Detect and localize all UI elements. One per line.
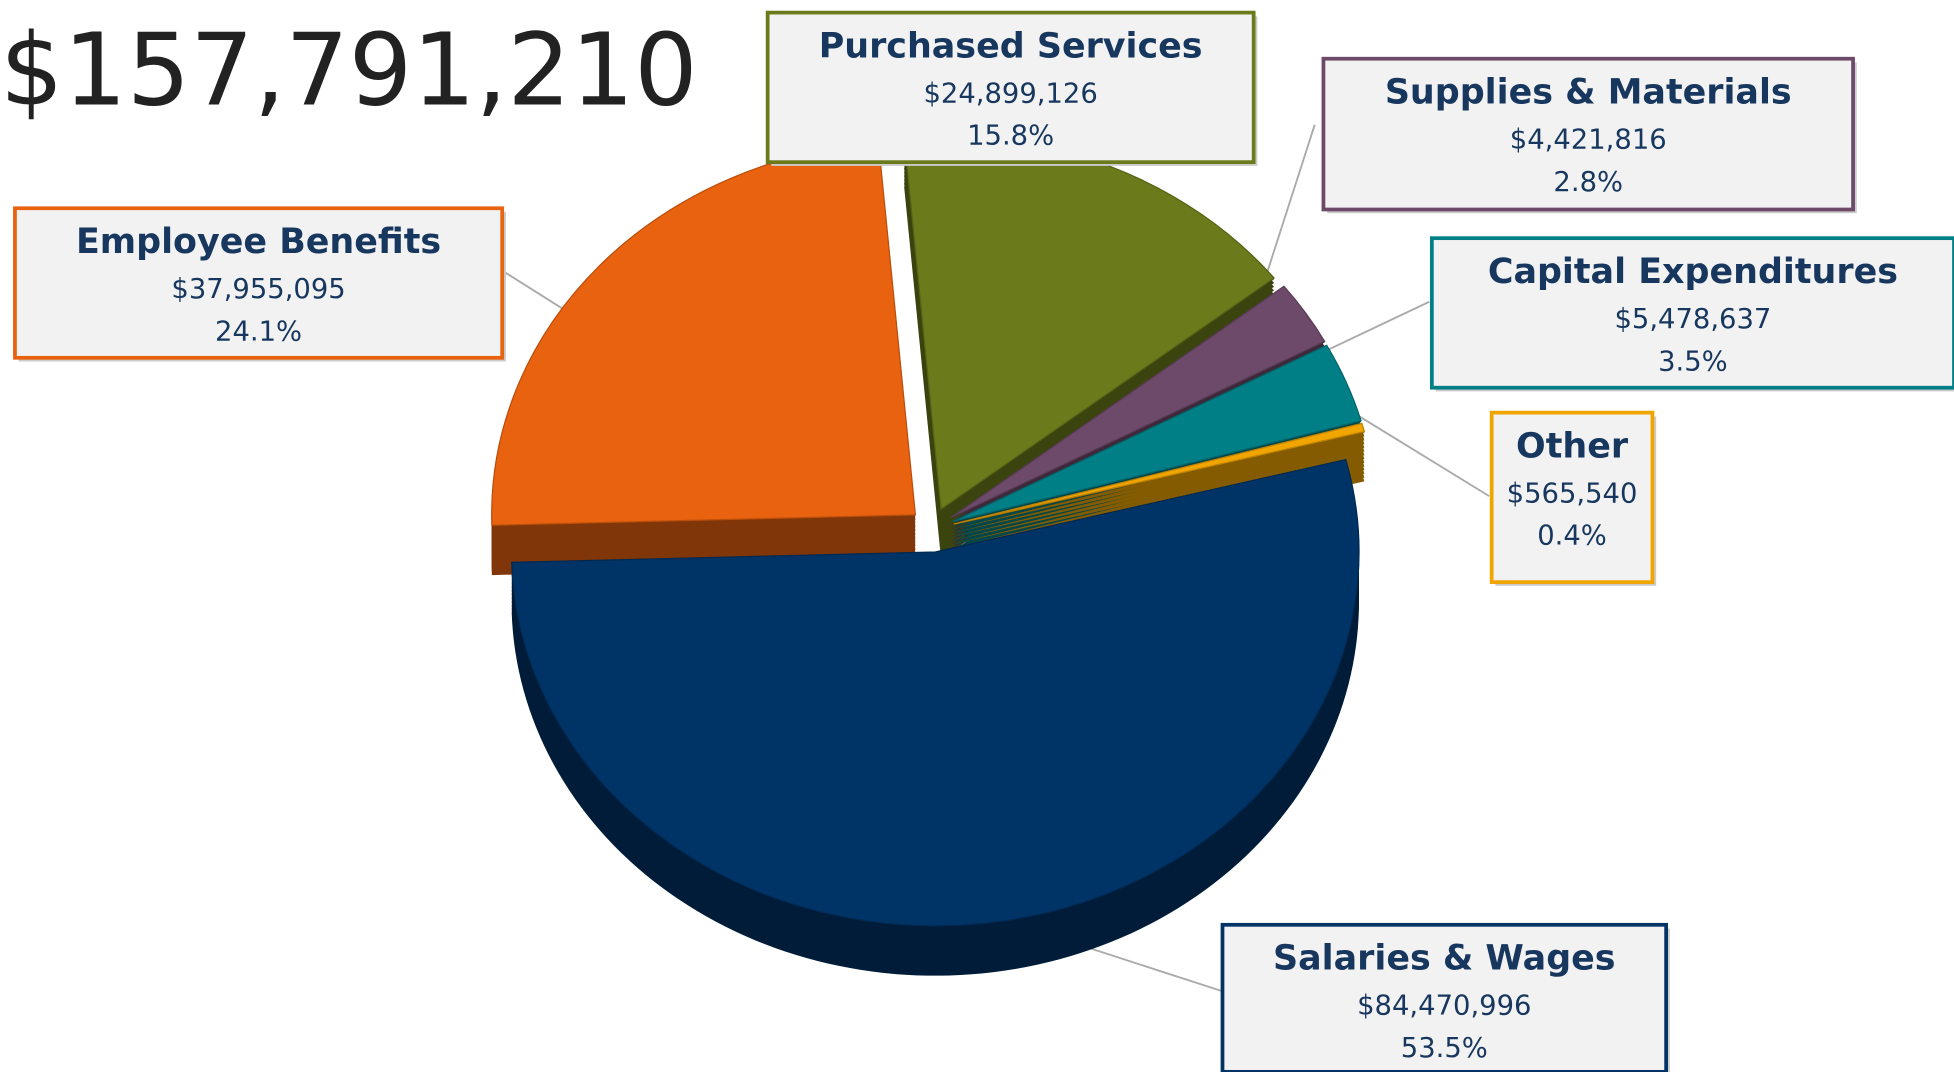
- category-label: Purchased Services: [819, 26, 1203, 66]
- percent-label: 53.5%: [1401, 1033, 1488, 1064]
- value-label: $84,470,996: [1357, 991, 1531, 1022]
- value-label: $565,540: [1507, 478, 1638, 509]
- slice: [953, 422, 1366, 525]
- percent-label: 24.1%: [215, 316, 302, 347]
- slice: [511, 458, 1360, 927]
- percent-label: 0.4%: [1537, 521, 1607, 552]
- label-box: [765, 10, 1256, 165]
- category-label: Salaries & Wages: [1273, 939, 1616, 979]
- value-label: $37,955,095: [171, 274, 345, 305]
- category-label: Employee Benefits: [76, 222, 441, 262]
- category-label: Other: [1516, 427, 1629, 467]
- percent-label: 2.8%: [1553, 167, 1623, 198]
- category-label: Supplies & Materials: [1385, 73, 1792, 113]
- label-box: [1429, 236, 1954, 390]
- label-box: [13, 206, 505, 360]
- slice: [950, 285, 1326, 519]
- value-label: $5,478,637: [1614, 304, 1771, 335]
- percent-label: 3.5%: [1658, 346, 1728, 377]
- label-box: [1321, 56, 1855, 212]
- slice: [952, 344, 1362, 523]
- slice: [491, 141, 917, 526]
- percent-label: 15.8%: [967, 121, 1054, 152]
- value-label: $4,421,816: [1510, 124, 1667, 155]
- category-label: Capital Expenditures: [1488, 252, 1898, 292]
- value-label: $24,899,126: [923, 78, 1097, 109]
- label-box: [1489, 410, 1655, 584]
- label-box: [1220, 922, 1669, 1072]
- chart-title: $157,791,210: [0, 12, 698, 129]
